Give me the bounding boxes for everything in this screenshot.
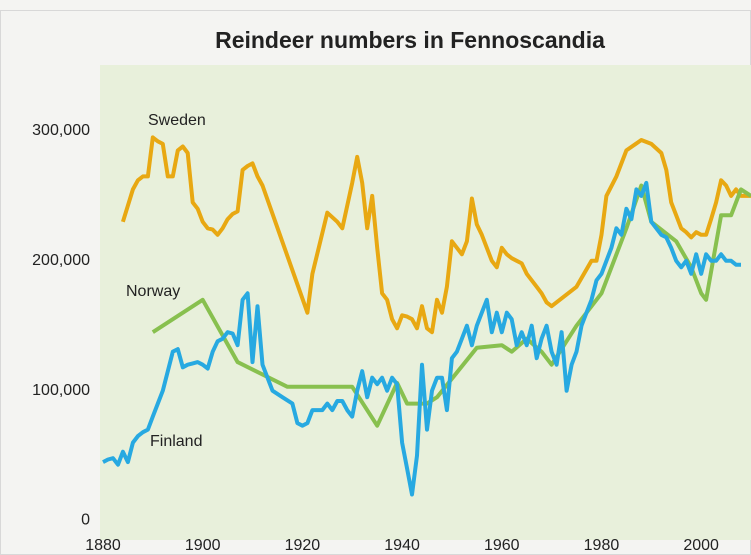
y-tick-label: 100,000 — [32, 382, 90, 399]
x-tick-label: 2000 — [683, 537, 719, 554]
x-tick-label: 1980 — [584, 537, 620, 554]
chart-title: Reindeer numbers in Fennoscandia — [215, 27, 605, 53]
series-label: Sweden — [148, 112, 206, 129]
series-label: Norway — [126, 283, 180, 300]
y-tick-label: 200,000 — [32, 252, 90, 269]
series-line — [120, 135, 751, 335]
series-line — [151, 183, 751, 428]
x-tick-label: 1960 — [484, 537, 520, 554]
y-tick-label: 300,000 — [32, 122, 90, 139]
x-tick-label: 1940 — [384, 537, 420, 554]
x-tick-label: 1880 — [85, 537, 121, 554]
series-label: Finland — [150, 433, 202, 450]
x-tick-label: 1920 — [285, 537, 321, 554]
plot-area — [100, 65, 751, 540]
lines — [102, 135, 751, 497]
x-tick-label: 1900 — [185, 537, 221, 554]
y-tick-label: 0 — [81, 512, 90, 529]
series-line — [102, 180, 741, 497]
